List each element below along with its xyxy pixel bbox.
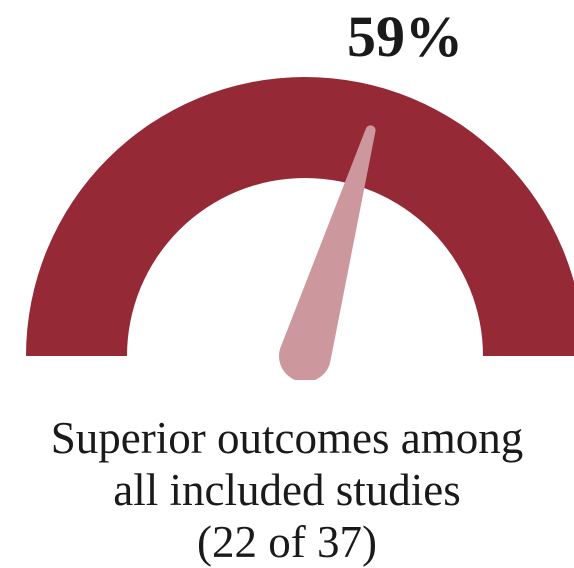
caption-line-2: all included studies bbox=[113, 465, 461, 515]
caption-line-3: (22 of 37) bbox=[197, 517, 377, 567]
gauge-value-label: 59% bbox=[347, 4, 463, 69]
caption-line-1: Superior outcomes among bbox=[50, 413, 524, 463]
gauge-caption: Superior outcomes among all included stu… bbox=[0, 412, 574, 568]
gauge-needle bbox=[279, 125, 376, 380]
gauge-arc bbox=[26, 77, 574, 356]
gauge-chart bbox=[26, 77, 574, 380]
